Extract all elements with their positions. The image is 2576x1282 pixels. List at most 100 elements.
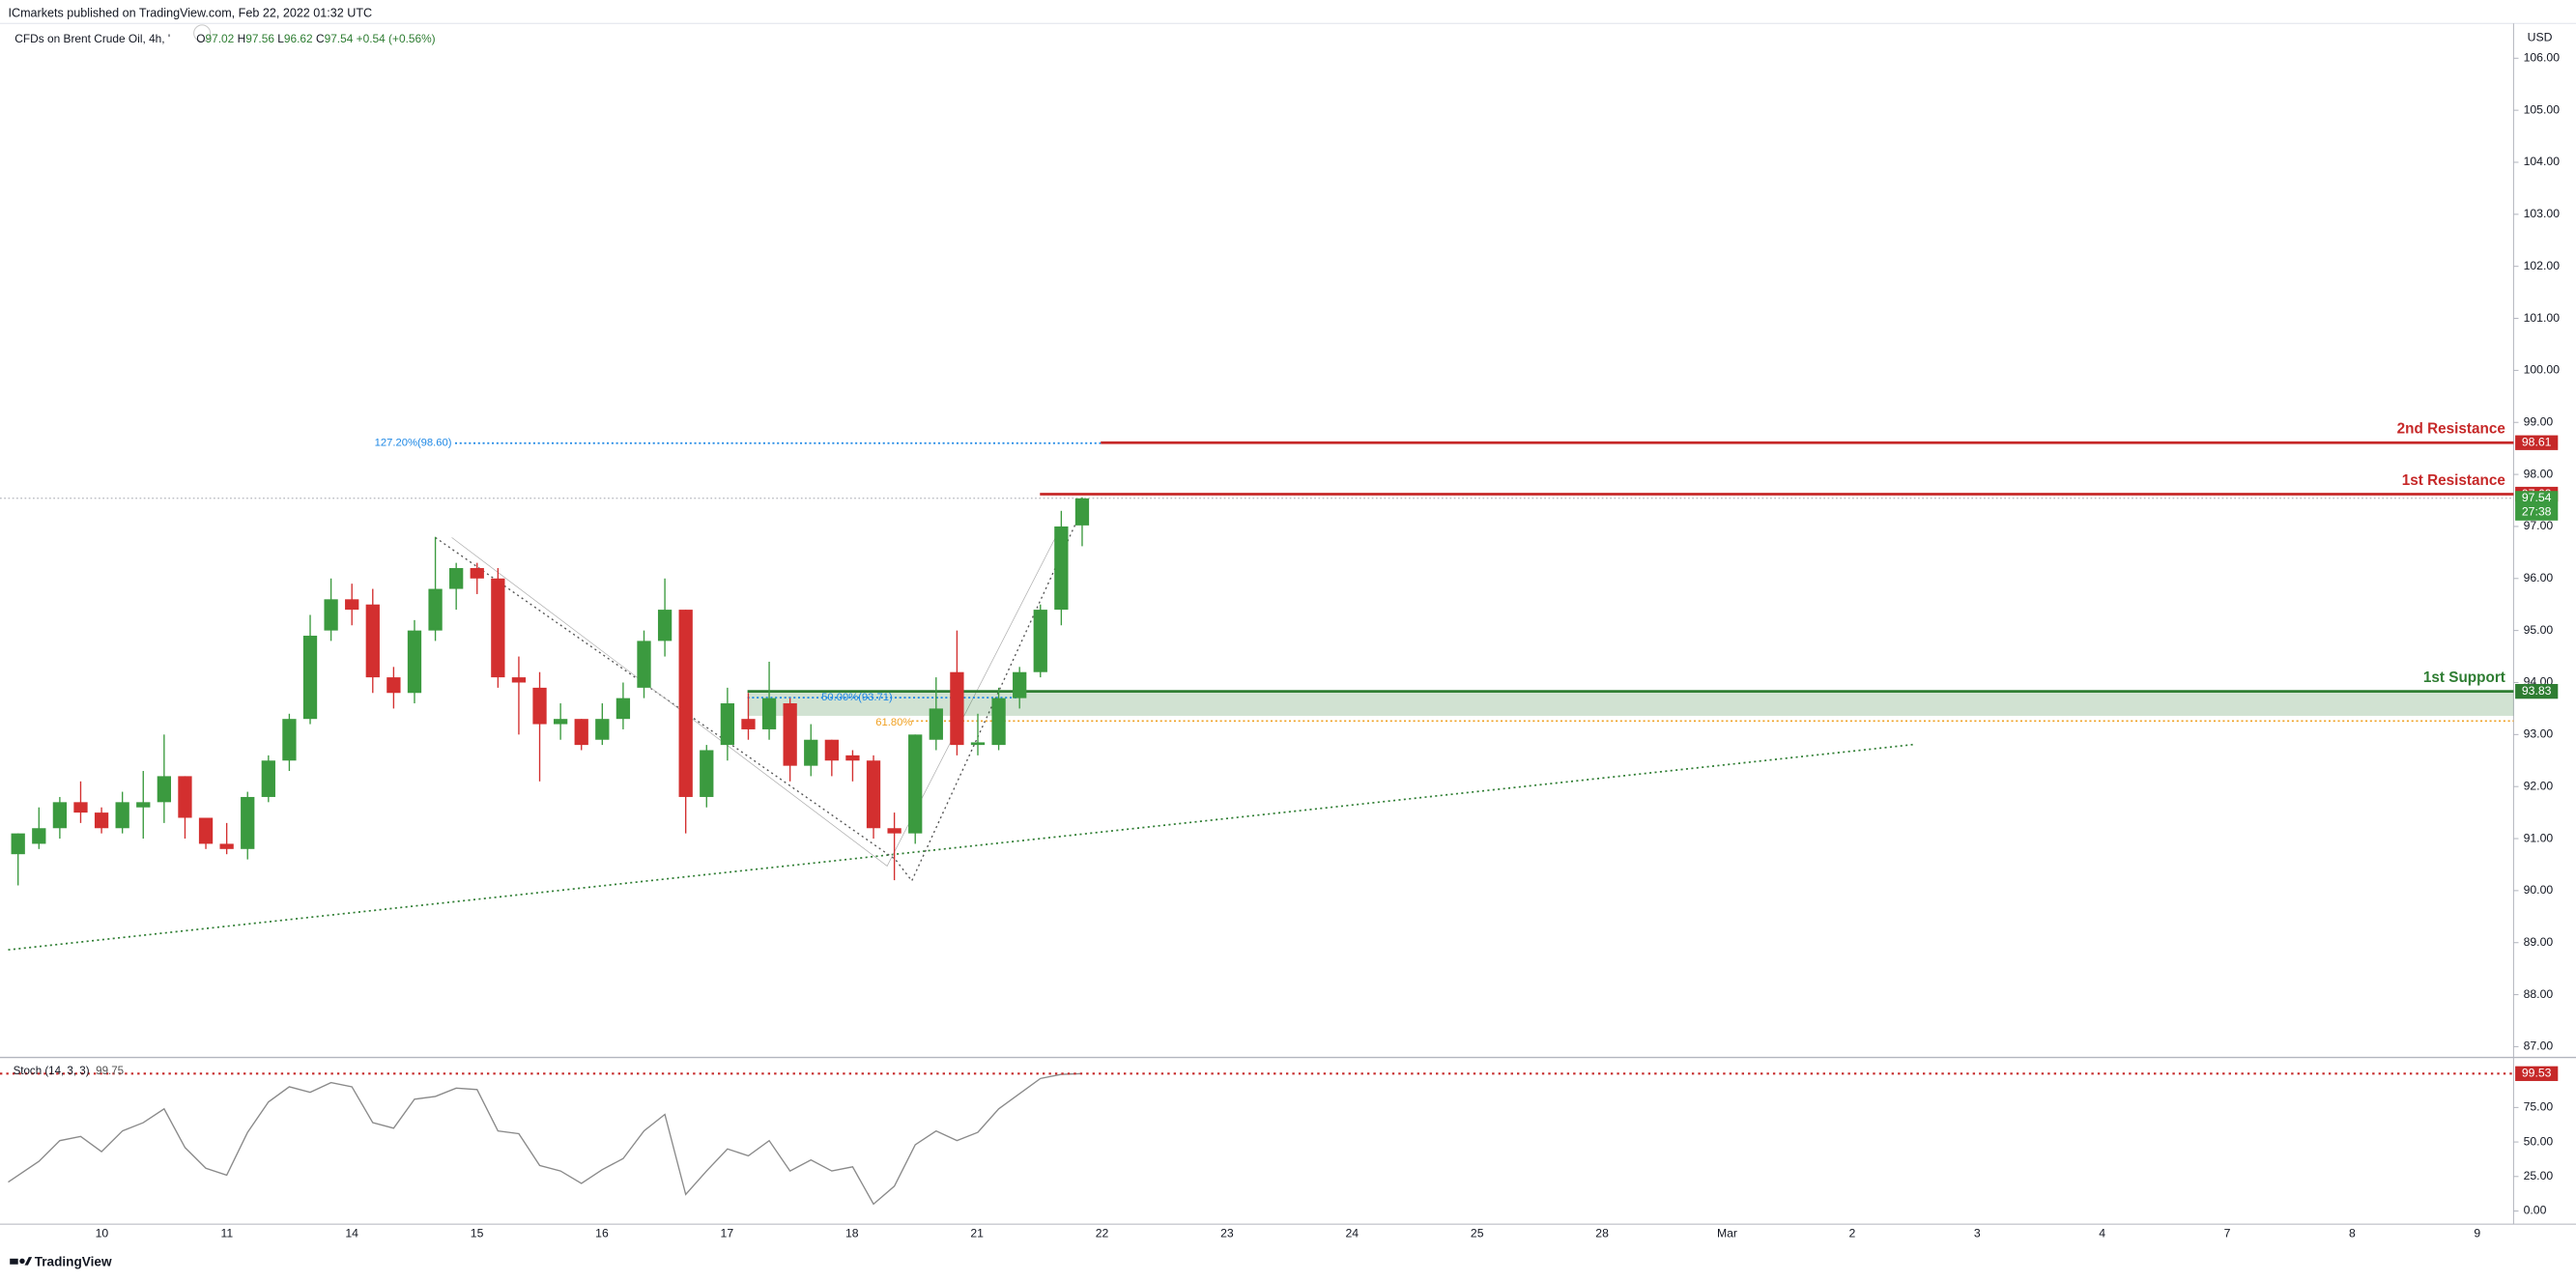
candle-body (970, 742, 986, 746)
candle-body (1033, 610, 1047, 672)
candle-body (324, 599, 338, 631)
x-tick-label: 24 (1346, 1227, 1360, 1240)
y-tick-label: 100.00 (2524, 363, 2561, 377)
candle-body (136, 802, 151, 808)
footer: TradingView (35, 1255, 112, 1269)
candle-body (198, 817, 214, 844)
stoch-tick-label: 75.00 (2524, 1100, 2554, 1114)
ohlc-value: 97.54 (325, 32, 354, 45)
x-tick-label: 28 (1595, 1227, 1609, 1240)
candle-body (73, 802, 88, 813)
trendline (8, 743, 1914, 951)
y-tick-label: 106.00 (2524, 51, 2561, 65)
y-tick-label: 105.00 (2524, 102, 2561, 116)
fib-swing (435, 522, 1077, 883)
y-tick-label: 92.00 (2524, 779, 2554, 792)
price-tag-label: 97.54 (2522, 491, 2552, 504)
candle-body (11, 833, 25, 855)
candle-body (741, 719, 756, 729)
candle-body (282, 719, 297, 761)
x-tick-label: 4 (2099, 1227, 2105, 1240)
stoch-label: Stoch (14, 3, 3) (14, 1066, 90, 1077)
x-tick-label: 2 (1848, 1227, 1855, 1240)
candle-body (491, 578, 505, 678)
y-tick-label: 96.00 (2524, 571, 2554, 584)
candle-body (94, 812, 109, 829)
candle-body (428, 588, 443, 631)
y-tick-label: 102.00 (2524, 259, 2561, 272)
ohlc-label: L (277, 32, 284, 45)
level-label: 1st Support (2423, 669, 2505, 686)
logo-mark (19, 1258, 25, 1265)
price-tag-label: 99.53 (2522, 1067, 2552, 1080)
candle-body (615, 698, 631, 720)
candle-body (950, 671, 964, 746)
ohlc-label: H (238, 32, 246, 45)
support-zone (747, 691, 2514, 716)
stoch-tick-label: 0.00 (2524, 1204, 2547, 1217)
candle-body (678, 610, 693, 797)
change: +0.54 (+0.56%) (357, 32, 436, 45)
candle-body (574, 719, 588, 746)
y-tick-label: 91.00 (2524, 831, 2554, 844)
candle-body (532, 687, 547, 725)
candle-body (157, 776, 171, 803)
countdown: 27:38 (2522, 505, 2552, 519)
y-tick-label: 95.00 (2524, 623, 2554, 637)
candle-body (449, 568, 464, 589)
x-tick-label: 10 (96, 1227, 109, 1240)
candle-body (657, 610, 673, 641)
price-tag (2515, 1066, 2559, 1081)
price-tag (2515, 683, 2559, 699)
ohlc-value: 96.62 (284, 32, 313, 45)
candle-body (929, 708, 943, 740)
candle-body (720, 703, 735, 746)
candle-body (511, 677, 527, 683)
candle-body (178, 776, 192, 818)
fib-label: 127.20%(98.60) (375, 438, 452, 449)
y-tick-label: 98.00 (2524, 467, 2554, 480)
ohlc-label: C (316, 32, 325, 45)
y-tick-label: 101.00 (2524, 311, 2561, 325)
level-label: 1st Resistance (2402, 472, 2505, 489)
x-tick-label: 8 (2349, 1227, 2356, 1240)
x-tick-label: Mar (1717, 1227, 1737, 1240)
x-tick-label: 17 (721, 1227, 734, 1240)
logo-mark (10, 1258, 18, 1265)
candle-body (804, 739, 818, 766)
y-tick-label: 87.00 (2524, 1040, 2554, 1053)
candle-body (1074, 498, 1090, 526)
y-tick-label: 93.00 (2524, 727, 2554, 741)
x-tick-label: 15 (471, 1227, 484, 1240)
candle-body (595, 719, 610, 740)
x-tick-label: 22 (1096, 1227, 1109, 1240)
y-tick-label: 99.00 (2524, 414, 2554, 428)
candle-body (470, 568, 484, 579)
tradingview-logo: TradingView (10, 1255, 112, 1269)
x-tick-label: 16 (595, 1227, 609, 1240)
stoch-current: 99.75 (96, 1066, 124, 1077)
candle-body (824, 739, 839, 761)
candle-body (32, 828, 46, 844)
y-tick-label: 88.00 (2524, 987, 2554, 1001)
candle-body (700, 750, 714, 797)
y-tick-label: 90.00 (2524, 883, 2554, 897)
logo-mark (24, 1257, 33, 1266)
fib-swing-guide (451, 528, 1060, 867)
stoch-line (8, 1072, 1082, 1206)
candle-body (637, 641, 651, 688)
candle-body (345, 599, 359, 611)
x-tick-label: 14 (345, 1227, 358, 1240)
candle-body (908, 734, 923, 834)
level-label: 2nd Resistance (2397, 421, 2505, 438)
candle-body (783, 703, 797, 766)
candle-body (866, 760, 881, 829)
x-tick-label: 25 (1471, 1227, 1484, 1240)
x-tick-label: 9 (2474, 1227, 2480, 1240)
candle-body (115, 802, 129, 829)
price-tag-label: 93.83 (2522, 684, 2552, 698)
symbol-legend: CFDs on Brent Crude Oil, 4h, ' O97.02 H9… (14, 32, 435, 45)
candle-body (887, 828, 902, 834)
y-tick-label: 103.00 (2524, 207, 2561, 220)
